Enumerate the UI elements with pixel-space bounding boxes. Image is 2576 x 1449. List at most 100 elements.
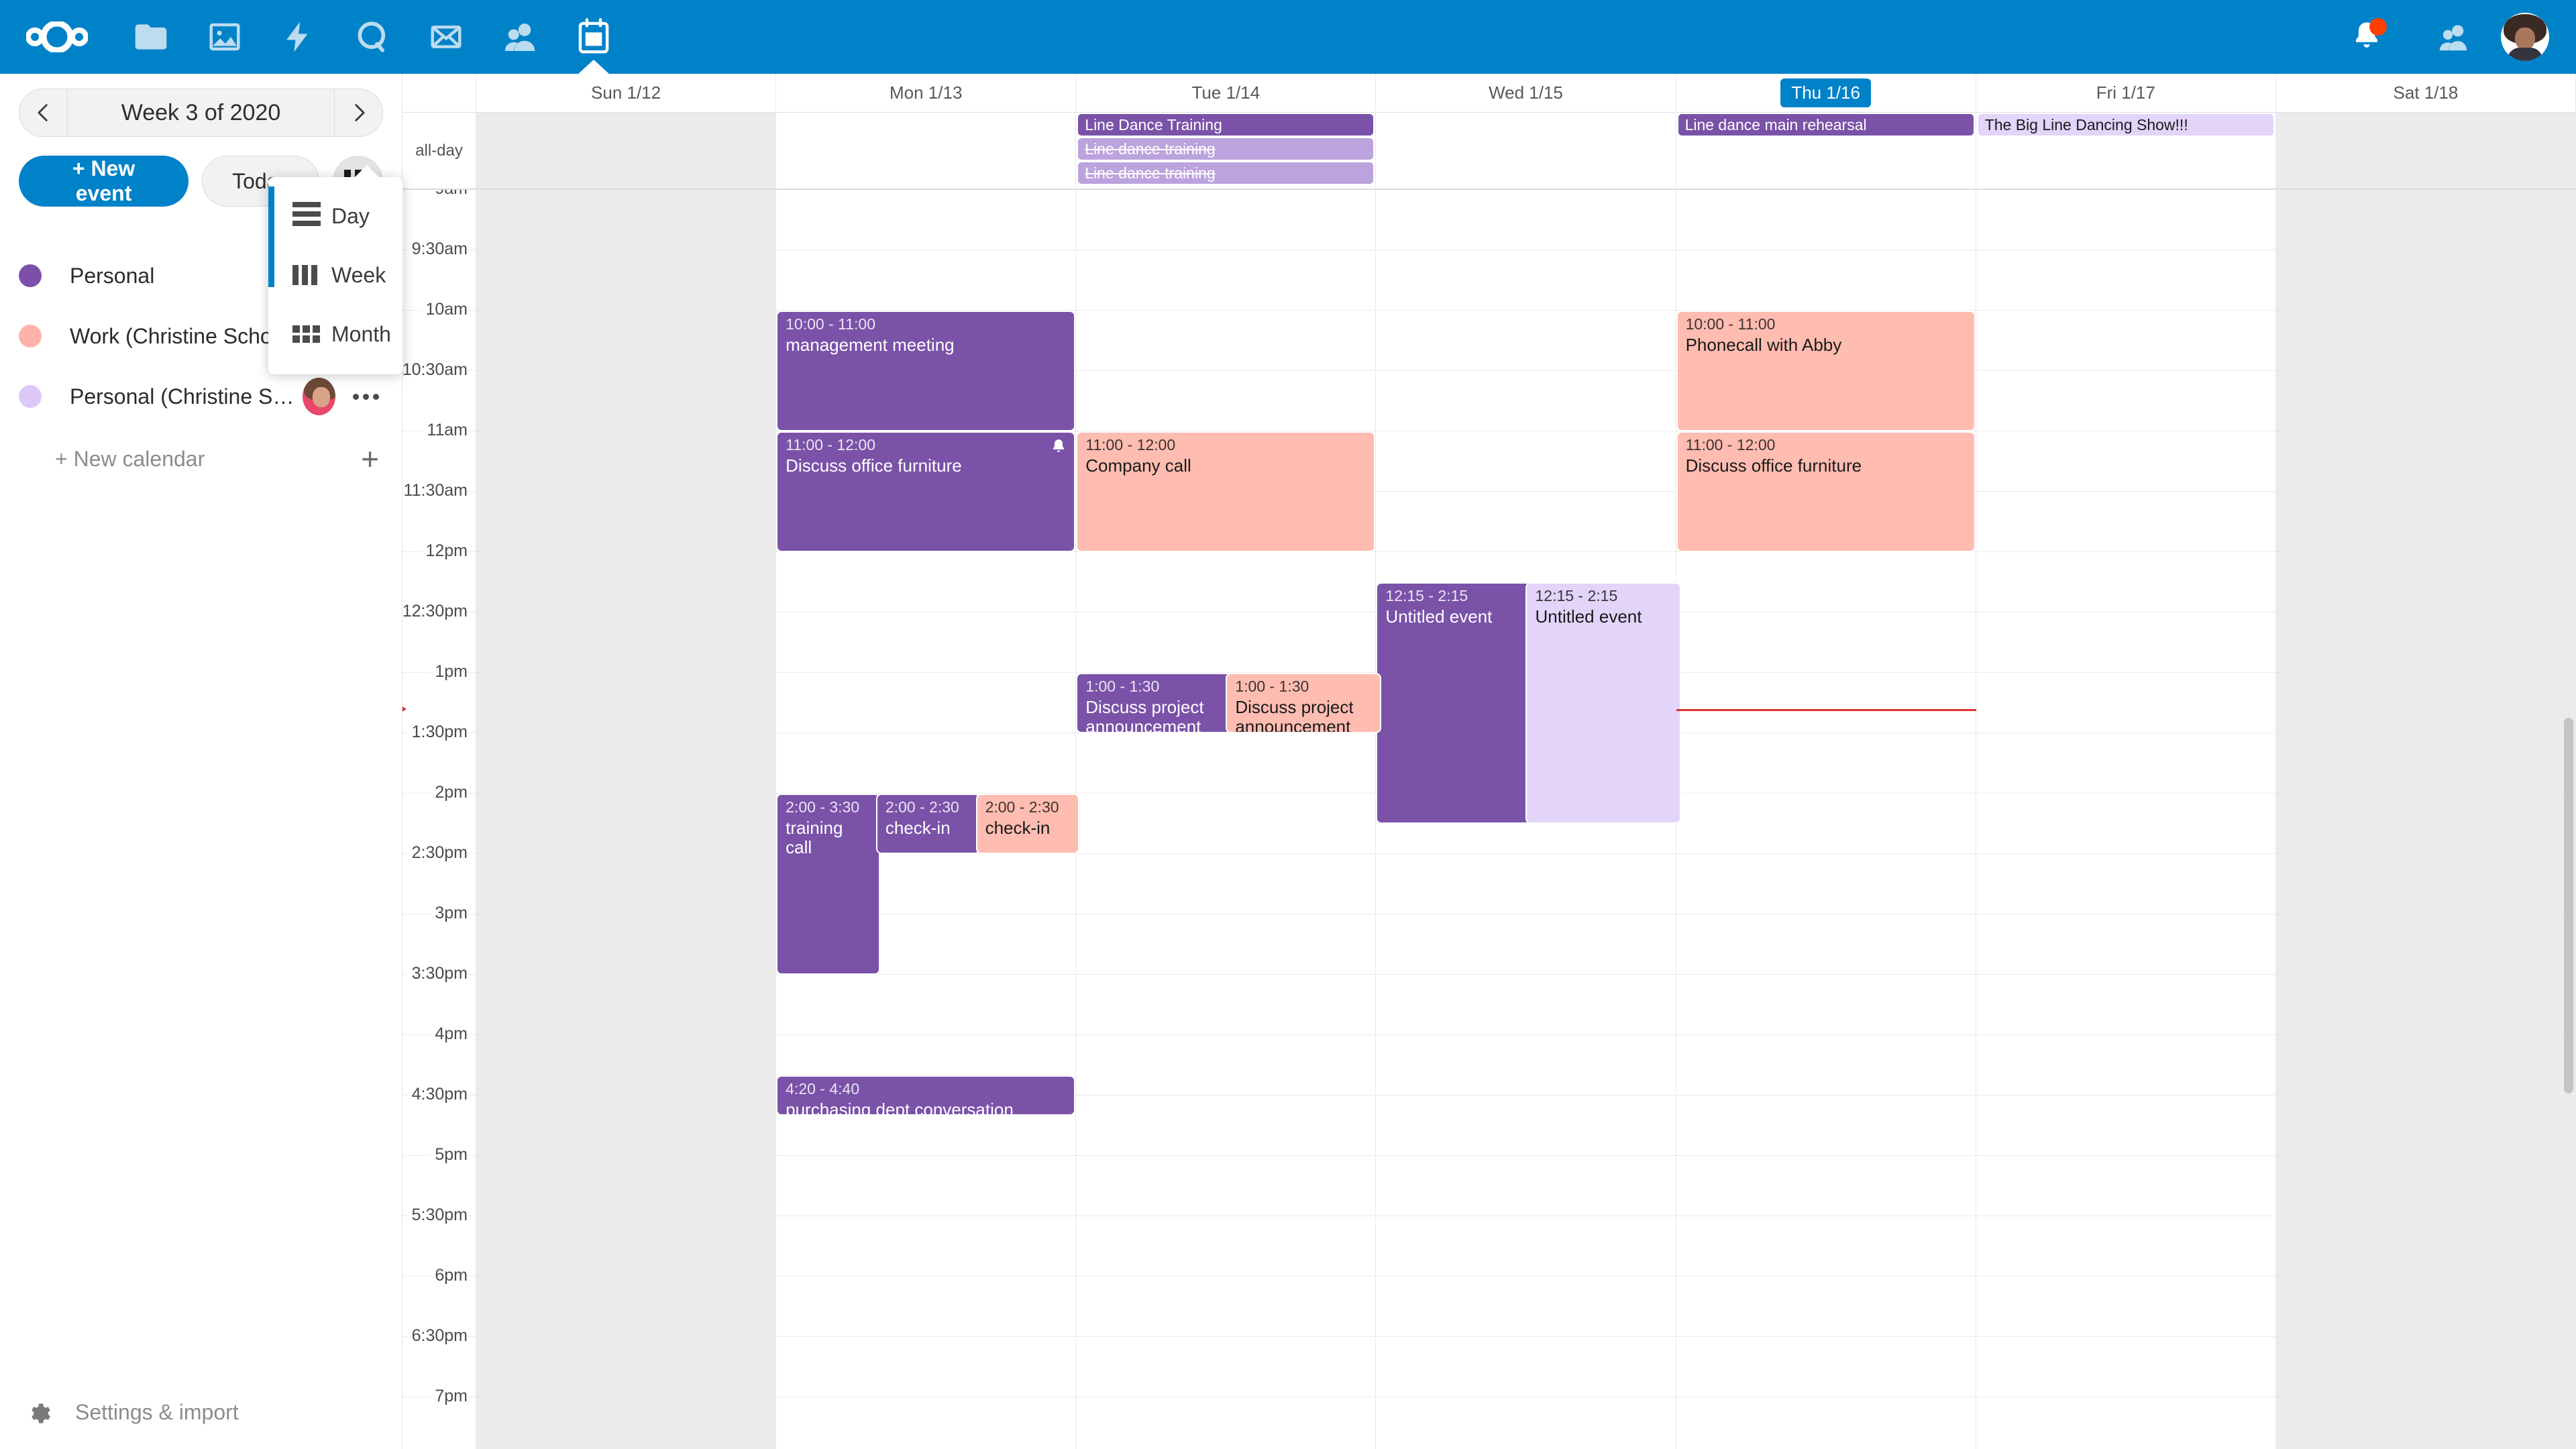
grid-cell[interactable] <box>2275 552 2575 612</box>
grid-cell[interactable] <box>1076 1035 1376 1095</box>
grid-cell[interactable] <box>1676 1337 1976 1397</box>
grid-cell[interactable] <box>1676 975 1976 1035</box>
grid-cell[interactable] <box>2275 854 2575 914</box>
all-day-cell-0[interactable] <box>476 113 777 189</box>
grid-cell[interactable] <box>2275 914 2575 975</box>
new-calendar-row[interactable]: + New calendar + <box>0 429 402 488</box>
grid-cell[interactable] <box>1076 914 1376 975</box>
grid-cell[interactable] <box>476 431 776 492</box>
calendar-event[interactable]: 2:00 - 2:30 check-in <box>975 794 1080 854</box>
grid-cell[interactable] <box>1076 1337 1376 1397</box>
grid-cell[interactable] <box>1676 794 1976 854</box>
grid-cell[interactable] <box>1076 733 1376 794</box>
grid-cell[interactable] <box>776 1095 1076 1156</box>
grid-cell[interactable] <box>476 1337 776 1397</box>
day-header-1[interactable]: Mon 1/13 <box>776 74 1077 112</box>
grid-cell[interactable] <box>1676 612 1976 673</box>
day-header-0[interactable]: Sun 1/12 <box>476 74 777 112</box>
grid-cell[interactable] <box>776 673 1076 733</box>
day-column-6[interactable] <box>2275 190 2576 1449</box>
grid-cell[interactable] <box>1076 1156 1376 1216</box>
grid-cell[interactable] <box>1376 431 1676 492</box>
grid-cell[interactable] <box>776 975 1076 1035</box>
grid-cell[interactable] <box>1676 250 1976 311</box>
grid-cell[interactable] <box>1076 1095 1376 1156</box>
grid-cell[interactable] <box>1676 1035 1976 1095</box>
grid-cell[interactable] <box>1976 914 2275 975</box>
grid-cell[interactable] <box>1076 612 1376 673</box>
grid-cell[interactable] <box>476 1035 776 1095</box>
grid-cell[interactable] <box>776 1216 1076 1277</box>
all-day-event[interactable]: Line dance main rehearsal <box>1678 114 1974 136</box>
grid-cell[interactable] <box>1076 190 1376 250</box>
nav-photos[interactable] <box>188 0 262 74</box>
day-column-4[interactable]: 10:00 - 11:00 Phonecall with Abby 11:00 - … <box>1676 190 1976 1449</box>
grid-cell[interactable] <box>776 914 1076 975</box>
grid-cell[interactable] <box>1076 1277 1376 1337</box>
nav-calendar[interactable] <box>557 0 631 74</box>
grid-cell[interactable] <box>1676 1156 1976 1216</box>
calendar-event[interactable]: 1:00 - 1:30 Discuss project announcement <box>1076 673 1232 733</box>
nav-search[interactable] <box>335 0 409 74</box>
grid-cell[interactable] <box>2275 371 2575 431</box>
grid-cell[interactable] <box>476 492 776 552</box>
calendar-event[interactable]: 2:00 - 3:30 training call <box>776 794 880 975</box>
prev-week-button[interactable] <box>19 89 68 136</box>
grid-cell[interactable] <box>1976 492 2275 552</box>
grid-cell[interactable] <box>1376 1277 1676 1337</box>
grid-cell[interactable] <box>1076 552 1376 612</box>
grid-cell[interactable] <box>476 311 776 371</box>
grid-cell[interactable] <box>2275 975 2575 1035</box>
calendar-event[interactable]: 4:20 - 4:40 purchasing dept conversation <box>776 1075 1076 1116</box>
all-day-cell-4[interactable]: Line dance main rehearsal <box>1676 113 1976 189</box>
day-header-6[interactable]: Sat 1/18 <box>2276 74 2576 112</box>
day-column-0[interactable] <box>476 190 777 1449</box>
calendar-event[interactable]: 11:00 - 12:00 Company call <box>1076 431 1376 552</box>
all-day-cell-2[interactable]: Line Dance Training Line dance training Li… <box>1076 113 1377 189</box>
grid-cell[interactable] <box>1376 1216 1676 1277</box>
day-column-2[interactable]: 11:00 - 12:00 Company call 1:00 - 1:30 Disc… <box>1076 190 1382 1449</box>
calendar-event[interactable]: 11:00 - 12:00 Discuss office furniture <box>1676 431 1976 552</box>
grid-cell[interactable] <box>1376 1397 1675 1449</box>
grid-cell[interactable] <box>1676 854 1976 914</box>
grid-cell[interactable] <box>1076 311 1376 371</box>
grid-cell[interactable] <box>2275 733 2575 794</box>
nav-activity[interactable] <box>262 0 335 74</box>
view-option-week[interactable]: Week <box>268 246 402 305</box>
contacts-menu-button[interactable] <box>2414 0 2494 74</box>
grid-cell[interactable] <box>2275 492 2575 552</box>
grid-cell[interactable] <box>476 975 776 1035</box>
calendar-event[interactable]: 10:00 - 11:00 Phonecall with Abby <box>1676 311 1976 431</box>
grid-cell[interactable] <box>2275 1035 2575 1095</box>
grid-cell[interactable] <box>776 1397 1075 1449</box>
grid-cell[interactable] <box>1976 733 2275 794</box>
grid-cell[interactable] <box>1976 612 2275 673</box>
grid-cell[interactable] <box>1076 250 1376 311</box>
user-avatar[interactable] <box>2501 13 2549 61</box>
grid-cell[interactable] <box>1376 1156 1676 1216</box>
grid-cell[interactable] <box>476 673 776 733</box>
grid-cell[interactable] <box>1076 1397 1375 1449</box>
calendar-event[interactable]: 2:00 - 2:30 check-in <box>875 794 980 854</box>
all-day-cell-5[interactable]: The Big Line Dancing Show!!! <box>1976 113 2276 189</box>
nav-contacts[interactable] <box>483 0 557 74</box>
grid-cell[interactable] <box>1376 1035 1676 1095</box>
grid-cell[interactable] <box>1676 1216 1976 1277</box>
all-day-cell-6[interactable] <box>2275 113 2576 189</box>
grid-cell[interactable] <box>476 552 776 612</box>
grid-cell[interactable] <box>1676 673 1976 733</box>
grid-cell[interactable] <box>1676 733 1976 794</box>
all-day-event[interactable]: Line dance training <box>1078 162 1374 184</box>
grid-cell[interactable] <box>476 190 776 250</box>
grid-cell[interactable] <box>1976 975 2275 1035</box>
grid-cell[interactable] <box>1976 371 2275 431</box>
grid-cell[interactable] <box>776 1277 1076 1337</box>
grid-cell[interactable] <box>1976 1095 2275 1156</box>
grid-cell[interactable] <box>2276 1397 2575 1449</box>
grid-cell[interactable] <box>1976 250 2275 311</box>
grid-cell[interactable] <box>1976 673 2275 733</box>
grid-cell[interactable] <box>476 1156 776 1216</box>
calendar-event[interactable]: 12:15 - 2:15 Untitled event <box>1525 582 1682 824</box>
grid-cell[interactable] <box>1376 371 1676 431</box>
grid-cell[interactable] <box>1976 1216 2275 1277</box>
